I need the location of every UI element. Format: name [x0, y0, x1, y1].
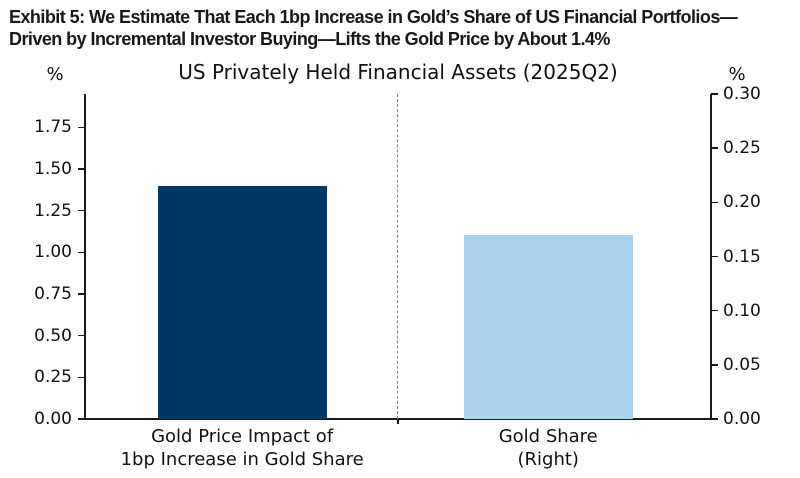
left-axis-tick-label: 1.50 [34, 159, 72, 179]
left-axis-spine [84, 94, 86, 419]
left-axis-tick-label: 1.75 [34, 117, 72, 138]
left-axis-tick-label: 0.50 [34, 325, 72, 346]
right-axis-tick [711, 255, 718, 258]
right-axis-tick-label: 0.25 [723, 138, 761, 159]
exhibit-title-line-2: Driven by Incremental Investor Buying—Li… [9, 29, 610, 49]
right-axis-tick-label: 0.10 [723, 300, 761, 321]
right-axis-tick-label: 0.20 [723, 192, 761, 213]
category-label-gold-share: Gold Share (Right) [498, 426, 598, 470]
right-axis-tick-label: 0.00 [723, 409, 761, 429]
chart-title: US Privately Held Financial Assets (2025… [178, 60, 618, 84]
right-axis-tick-label: 0.15 [723, 246, 761, 267]
category-label-row: Gold Price Impact of 1bp Increase in Gol… [85, 425, 711, 475]
right-axis-tick [711, 93, 718, 95]
left-axis-tick [78, 334, 85, 337]
left-axis-tick-label: 0.00 [34, 409, 72, 429]
bar-gold-share [463, 234, 633, 419]
left-axis-tick-label: 0.75 [34, 284, 72, 304]
right-axis-unit-label: % [728, 64, 746, 85]
right-axis-tick [711, 309, 718, 312]
left-axis-tick [78, 376, 85, 379]
left-axis-tick [78, 168, 85, 170]
right-axis-tick [711, 201, 718, 204]
left-axis-tick [78, 126, 85, 129]
right-axis-tick [711, 364, 718, 366]
left-axis-tick [78, 293, 85, 295]
separator-axis-tick [397, 419, 399, 424]
left-axis-tick [78, 418, 85, 420]
category-label-gold-price-impact: Gold Price Impact of 1bp Increase in Gol… [120, 426, 364, 470]
plot-area [84, 94, 712, 420]
right-axis-tick-label: 0.30 [723, 84, 761, 104]
left-axis-tick [78, 251, 85, 254]
exhibit-title: Exhibit 5: We Estimate That Each 1bp Inc… [9, 6, 797, 50]
exhibit-title-line-1: Exhibit 5: We Estimate That Each 1bp Inc… [9, 7, 738, 27]
left-axis-tick-label: 1.25 [34, 200, 72, 221]
left-axis-tick-label: 0.25 [34, 367, 72, 388]
bar-gold-price-impact [157, 185, 327, 419]
left-axis-unit-label: % [46, 64, 64, 85]
right-axis-tick [711, 418, 718, 420]
separator-dashed-line [397, 94, 399, 419]
right-axis-tick [711, 147, 718, 149]
right-axis-tick-label: 0.05 [723, 354, 761, 375]
left-axis-tick [78, 209, 85, 212]
left-axis-tick-label: 1.00 [34, 242, 72, 263]
